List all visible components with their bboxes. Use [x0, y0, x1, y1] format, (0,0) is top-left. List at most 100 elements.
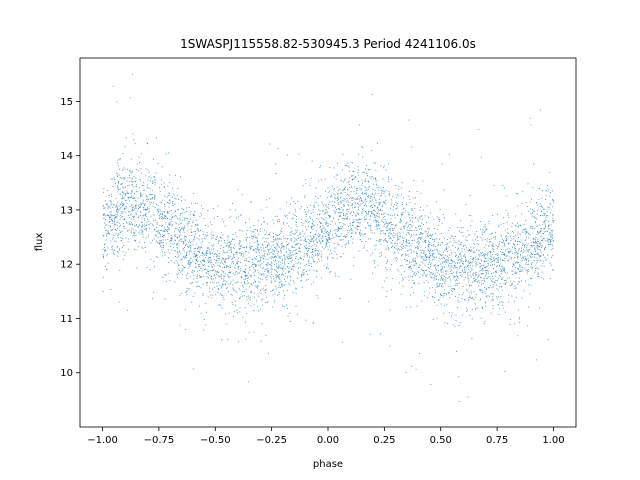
data-point [297, 263, 299, 265]
data-point [544, 220, 546, 222]
data-point [356, 225, 358, 227]
data-point [192, 295, 194, 297]
data-point [227, 338, 229, 340]
data-point [171, 237, 173, 239]
data-point [544, 213, 546, 215]
data-point [211, 270, 213, 271]
data-point [495, 236, 497, 238]
data-point [512, 263, 514, 265]
data-point [319, 167, 321, 168]
data-point [103, 247, 105, 249]
data-point [256, 247, 258, 249]
data-point [284, 258, 286, 260]
data-point [259, 281, 261, 283]
data-point [271, 282, 273, 284]
data-point [141, 232, 143, 234]
data-point [207, 273, 209, 275]
data-point [259, 230, 261, 232]
data-point [159, 216, 161, 218]
data-point [401, 243, 403, 245]
data-point [228, 241, 230, 243]
data-point [174, 240, 176, 242]
data-point [175, 198, 177, 200]
data-point [136, 210, 138, 212]
data-point [233, 263, 235, 265]
data-point [483, 269, 485, 271]
data-point [436, 283, 438, 285]
data-point [323, 205, 324, 207]
data-point [207, 259, 209, 261]
data-point [264, 253, 265, 255]
data-point [383, 225, 385, 227]
data-point [246, 246, 247, 248]
data-point [343, 236, 345, 237]
data-point [361, 146, 363, 148]
data-point [162, 244, 164, 246]
data-point [373, 260, 375, 262]
data-point [514, 272, 516, 274]
data-point [425, 240, 427, 241]
data-point [211, 266, 213, 268]
data-point [147, 199, 149, 201]
data-point [290, 258, 291, 259]
data-point [533, 238, 534, 240]
data-point [296, 253, 298, 254]
data-point [491, 293, 493, 295]
data-point [365, 240, 367, 242]
data-point [477, 243, 479, 245]
data-point [156, 209, 158, 211]
data-point [251, 238, 253, 240]
data-point [491, 281, 493, 283]
data-point [192, 193, 194, 194]
data-point [428, 271, 430, 272]
data-point [213, 274, 215, 276]
data-point [285, 251, 287, 253]
data-point [119, 168, 120, 170]
data-point [129, 169, 131, 171]
data-point [334, 272, 336, 274]
data-point [123, 204, 125, 206]
data-point [280, 232, 282, 234]
data-point [476, 281, 478, 283]
data-point [255, 247, 257, 249]
data-point [372, 209, 374, 211]
data-point [200, 242, 202, 244]
data-point [416, 255, 418, 257]
data-point [498, 226, 500, 228]
data-point [124, 168, 126, 170]
data-point [392, 224, 394, 226]
data-point [237, 251, 238, 253]
data-point [447, 251, 448, 253]
data-point [492, 249, 494, 251]
data-point [451, 269, 453, 271]
data-point [335, 211, 337, 213]
data-point [489, 287, 491, 289]
data-point [220, 231, 222, 233]
data-point [161, 166, 163, 168]
data-point [397, 238, 398, 240]
data-point [480, 254, 482, 256]
data-point [476, 235, 478, 237]
data-point [172, 217, 174, 219]
data-point [464, 269, 466, 271]
data-point [145, 225, 147, 227]
data-point [277, 243, 279, 245]
data-point [347, 230, 348, 232]
data-point [125, 192, 127, 194]
data-point [161, 226, 163, 228]
data-point [298, 153, 300, 155]
data-point [423, 224, 424, 225]
data-point [243, 246, 245, 248]
data-point [524, 256, 526, 258]
data-point [363, 209, 365, 211]
data-point [329, 201, 331, 203]
data-point [346, 209, 347, 211]
data-point [409, 248, 411, 250]
data-point [121, 184, 123, 186]
data-point [113, 215, 115, 217]
data-point [517, 233, 519, 235]
data-point [311, 257, 313, 259]
data-point [475, 274, 477, 276]
data-point [508, 251, 510, 253]
data-point [384, 216, 386, 217]
